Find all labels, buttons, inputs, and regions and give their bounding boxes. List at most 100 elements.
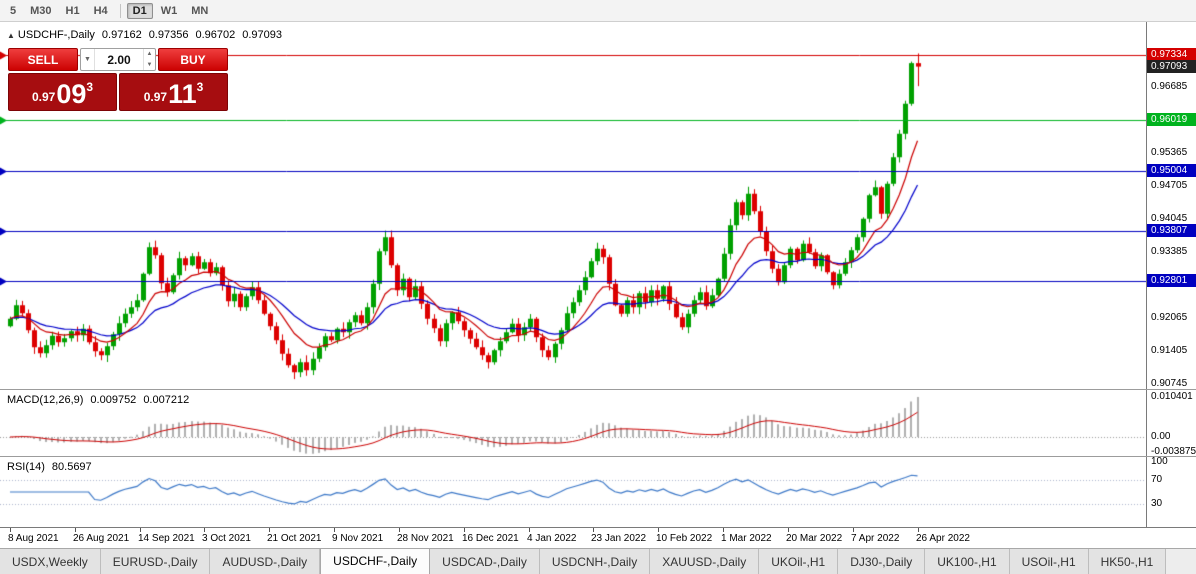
sell-price-display[interactable]: 0.97 09 3 <box>8 73 117 111</box>
one-click-trading-panel: SELL ▼ 2.00 ▲ ▼ BUY 0.97 09 3 0.97 11 3 <box>8 48 228 111</box>
toolbar-divider <box>119 3 121 18</box>
high-value: 0.97356 <box>148 29 189 41</box>
rsi-axis-label: 30 <box>1151 498 1163 509</box>
rsi-axis-label: 70 <box>1151 474 1163 485</box>
price-axis-label: 0.93385 <box>1151 246 1188 257</box>
chevron-down-icon[interactable]: ▼ <box>81 49 95 70</box>
time-axis-label: 3 Oct 2021 <box>202 533 251 544</box>
price-axis-tag: 0.96019 <box>1147 113 1196 126</box>
sell-price-pips: 09 <box>56 79 87 109</box>
time-axis-label: 28 Nov 2021 <box>397 533 454 544</box>
price-axis-tag: 0.93807 <box>1147 224 1196 237</box>
chart-tab-usdx[interactable]: USDX,Weekly <box>0 549 101 574</box>
buy-price-prefix: 0.97 <box>143 90 168 104</box>
chart-ohlc-header: ▲ USDCHF-,Daily 0.97162 0.97356 0.96702 … <box>7 29 282 42</box>
chart-tab-ukoil-[interactable]: UKOil-,H1 <box>759 549 839 574</box>
time-axis-tick <box>788 528 789 532</box>
macd-signal-value: 0.007212 <box>143 394 190 406</box>
price-axis: 0.96685 0.95365 0.94705 0.94045 0.93385 0.920… <box>1146 22 1196 527</box>
time-axis-tick <box>334 528 335 532</box>
chevron-up-icon[interactable]: ▲ <box>146 51 153 58</box>
time-axis-tick <box>140 528 141 532</box>
rsi-value: 80.5697 <box>51 461 92 473</box>
price-axis-tag: 0.97334 <box>1147 48 1196 61</box>
timeframe-button-h1[interactable]: H1 <box>65 4 80 17</box>
time-axis-tick <box>658 528 659 532</box>
sell-button[interactable]: SELL <box>8 48 78 71</box>
time-axis-label: 26 Aug 2021 <box>73 533 130 544</box>
panel-resize-separator[interactable] <box>0 456 1196 457</box>
price-axis-label: 0.92065 <box>1151 312 1188 323</box>
price-axis-label: 0.94045 <box>1151 213 1188 224</box>
sell-price-point: 3 <box>86 80 94 94</box>
chart-tab-hk50-[interactable]: HK50-,H1 <box>1088 549 1167 574</box>
macd-main-value: 0.009752 <box>90 394 137 406</box>
chart-area: ▲ USDCHF-,Daily 0.97162 0.97356 0.96702 … <box>0 22 1196 548</box>
price-axis-label: 0.95365 <box>1151 147 1188 158</box>
sell-price-prefix: 0.97 <box>31 90 56 104</box>
time-axis-label: 8 Aug 2021 <box>8 533 59 544</box>
chart-tab-usoil-[interactable]: USOil-,H1 <box>1009 549 1089 574</box>
chart-tab-usdcnh-[interactable]: USDCNH-,Daily <box>539 549 651 574</box>
price-axis-label: 0.94705 <box>1151 180 1188 191</box>
rsi-title: RSI(14) <box>7 461 45 473</box>
timeframe-button-d1[interactable]: D1 <box>126 2 153 19</box>
chart-tab-usdcad-[interactable]: USDCAD-,Daily <box>430 549 540 574</box>
timeframe-button-h4[interactable]: H4 <box>93 4 108 17</box>
time-axis-label: 4 Jan 2022 <box>527 533 577 544</box>
time-axis-tick <box>723 528 724 532</box>
time-axis-label: 20 Mar 2022 <box>786 533 843 544</box>
macd-axis-label: 0.00 <box>1151 431 1171 442</box>
chart-tab-usdchf-[interactable]: USDCHF-,Daily <box>320 549 431 574</box>
chart-symbol-label: USDCHF-,Daily <box>17 29 95 41</box>
price-axis-tag: 0.95004 <box>1147 164 1196 177</box>
panel-resize-separator[interactable] <box>0 389 1196 390</box>
time-axis-label: 21 Oct 2021 <box>267 533 322 544</box>
macd-title: MACD(12,26,9) <box>7 394 84 406</box>
time-axis-label: 26 Apr 2022 <box>916 533 970 544</box>
timeframe-button-w1[interactable]: W1 <box>160 4 178 17</box>
buy-price-point: 3 <box>196 80 204 94</box>
time-axis-label: 9 Nov 2021 <box>332 533 384 544</box>
timeframe-button-m30[interactable]: M30 <box>30 4 52 17</box>
chart-tab-eurusd-[interactable]: EURUSD-,Daily <box>100 549 211 574</box>
buy-button[interactable]: BUY <box>158 48 228 71</box>
time-axis-label: 10 Feb 2022 <box>656 533 713 544</box>
time-axis-tick <box>918 528 919 532</box>
chart-tab-uk100-[interactable]: UK100-,H1 <box>925 549 1010 574</box>
timeframe-button-5[interactable]: 5 <box>10 4 17 17</box>
time-axis: 8 Aug 2021 26 Aug 2021 14 Sep 2021 3 Oct 20… <box>0 527 1196 548</box>
time-axis-tick <box>75 528 76 532</box>
price-axis-label: 0.96685 <box>1151 81 1188 92</box>
timeframe-toolbar: 5 M30 H1 H4 D1 W1 MN <box>0 0 1196 22</box>
volume-control: ▼ 2.00 ▲ ▼ <box>80 48 156 71</box>
buy-price-display[interactable]: 0.97 11 3 <box>119 73 228 111</box>
low-value: 0.96702 <box>195 29 236 41</box>
chart-tab-bar: USDX,Weekly EURUSD-,Daily AUDUSD-,Daily USD… <box>0 548 1196 574</box>
price-axis-tag: 0.92801 <box>1147 274 1196 287</box>
chart-tab-xauusd-[interactable]: XAUUSD-,Daily <box>650 549 760 574</box>
time-axis-label: 1 Mar 2022 <box>721 533 772 544</box>
price-axis-label: 0.90745 <box>1151 378 1188 389</box>
price-axis-tag: 0.97093 <box>1147 60 1196 73</box>
chart-tab-dj30-[interactable]: DJ30-,Daily <box>838 549 926 574</box>
rsi-header: RSI(14) 80.5697 <box>7 461 92 473</box>
macd-axis-label: -0.003875 <box>1151 446 1196 457</box>
chart-tab-audusd-[interactable]: AUDUSD-,Daily <box>210 549 321 574</box>
time-axis-tick <box>204 528 205 532</box>
open-value: 0.97162 <box>101 29 142 41</box>
close-value: 0.97093 <box>242 29 282 41</box>
time-axis-label: 14 Sep 2021 <box>138 533 195 544</box>
macd-header: MACD(12,26,9) 0.009752 0.007212 <box>7 394 189 406</box>
buy-price-pips: 11 <box>168 79 197 109</box>
rsi-axis-label: 100 <box>1151 456 1168 467</box>
macd-axis-label: 0.010401 <box>1151 391 1193 402</box>
timeframe-button-mn[interactable]: MN <box>191 4 209 17</box>
time-axis-label: 23 Jan 2022 <box>591 533 647 544</box>
time-axis-tick <box>269 528 270 532</box>
volume-input[interactable]: 2.00 <box>107 52 131 67</box>
triangle-up-icon: ▲ <box>7 31 15 40</box>
chevron-down-icon[interactable]: ▼ <box>146 61 153 68</box>
time-axis-label: 16 Dec 2021 <box>462 533 519 544</box>
